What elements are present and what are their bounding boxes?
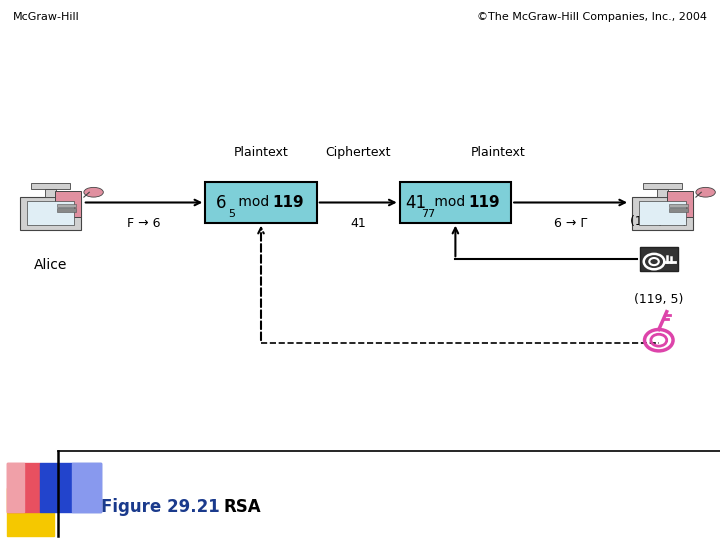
Bar [27,201,74,226]
Text: F → 6: F → 6 [127,217,161,230]
Text: (119, 77): (119, 77) [630,215,688,228]
Bar [639,201,686,226]
Bar [7,463,24,512]
Text: 5: 5 [228,210,235,219]
Bar [7,488,54,536]
Bar [640,247,678,271]
Text: 6: 6 [216,193,226,212]
Bar [20,197,81,230]
Text: 41: 41 [405,193,426,212]
Bar [7,463,40,512]
Bar [45,189,56,197]
Bar [657,189,668,197]
Text: ©The McGraw-Hill Companies, Inc., 2004: ©The McGraw-Hill Companies, Inc., 2004 [477,12,707,22]
FancyBboxPatch shape [205,183,317,222]
Text: 41: 41 [351,217,366,230]
Bar [669,208,688,212]
Bar [55,191,81,217]
Text: 77: 77 [421,210,436,219]
Text: McGraw-Hill: McGraw-Hill [13,12,80,22]
Ellipse shape [84,187,104,197]
FancyBboxPatch shape [400,183,511,222]
Bar [667,191,693,217]
Text: Plaintext: Plaintext [471,146,526,159]
Text: mod: mod [430,195,470,210]
Ellipse shape [696,187,716,197]
Text: (119, 5): (119, 5) [634,293,683,306]
Text: RSA: RSA [223,497,261,516]
Text: Bob: Bob [649,258,676,272]
Bar [632,197,693,230]
Text: Alice: Alice [34,258,67,272]
Text: Ciphertext: Ciphertext [325,146,391,159]
Bar [57,208,76,212]
Bar [669,205,688,207]
Bar [57,205,76,207]
Text: 119: 119 [272,195,304,210]
Text: mod: mod [234,195,274,210]
Bar [72,463,101,512]
Bar [40,463,101,512]
Text: Plaintext: Plaintext [233,146,289,159]
Text: 119: 119 [469,195,500,210]
Bar [31,184,70,189]
Bar [643,184,682,189]
Text: Figure 29.21: Figure 29.21 [101,497,220,516]
Text: 6 → Γ: 6 → Γ [554,217,588,230]
